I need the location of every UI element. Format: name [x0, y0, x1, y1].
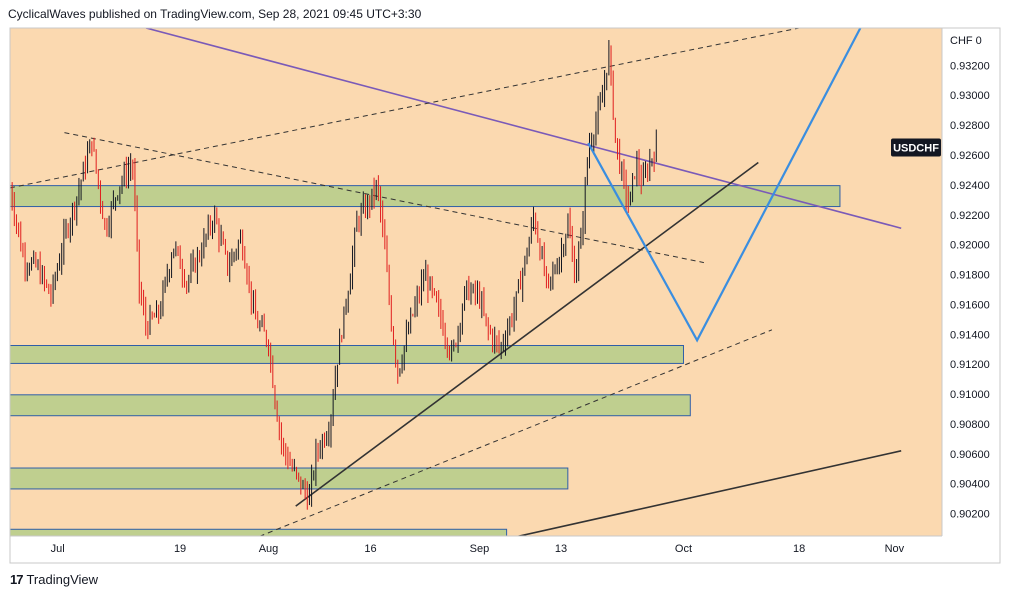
price-tick-11: 0.91200	[950, 359, 990, 371]
price-tick-15: 0.90400	[950, 479, 990, 491]
projection-path	[587, 28, 862, 343]
tradingview-footer[interactable]: 17 TradingView	[10, 572, 98, 587]
symbol-badge-label: USDCHF	[893, 143, 939, 155]
price-tick-13: 0.90800	[950, 419, 990, 431]
zone-3	[10, 394, 691, 417]
symbol-badge-bg	[891, 138, 941, 157]
price-tick-2: 0.93000	[950, 90, 990, 102]
zone-4	[10, 467, 569, 490]
date-tick-2: 19	[174, 543, 186, 555]
trendline-1	[145, 28, 902, 229]
date-tick-4: 16	[364, 543, 376, 555]
currency-label: CHF 0	[950, 35, 982, 47]
chart-frame	[9, 27, 1001, 564]
symbol-badge: USDCHF	[891, 138, 941, 157]
tradingview-brand: TradingView	[26, 572, 99, 587]
price-tick-6: 0.92200	[950, 210, 990, 222]
date-tick-6: 13	[555, 543, 567, 555]
price-tick-4: 0.92600	[950, 150, 990, 162]
date-tick-9: Nov	[885, 543, 905, 555]
price-tick-5: 0.92400	[950, 180, 990, 192]
price-axis[interactable]: CHF 0 0.93200 0.93000 0.92800 0.92600 0.92400…	[950, 35, 990, 521]
price-candles	[10, 40, 657, 510]
price-tick-7: 0.92000	[950, 240, 990, 252]
publish-header: CyclicalWaves published on TradingView.c…	[8, 7, 422, 21]
zone-2	[10, 345, 684, 364]
price-tick-14: 0.90600	[950, 449, 990, 461]
trendline-3	[10, 28, 800, 189]
price-tick-8: 0.91800	[950, 270, 990, 282]
trendlines	[10, 28, 902, 536]
date-tick-3: Aug	[259, 543, 279, 555]
tradingview-logo-icon: 17	[10, 572, 24, 587]
price-tick-9: 0.91600	[950, 299, 990, 311]
date-tick-8: 18	[793, 543, 805, 555]
price-tick-1: 0.93200	[950, 60, 990, 72]
price-tick-16: 0.90200	[950, 509, 990, 521]
projection-line	[587, 28, 862, 343]
trendline-2	[295, 161, 759, 507]
time-axis[interactable]: Jul 19 Aug 16 Sep 13 Oct 18 Nov	[51, 543, 905, 555]
date-tick-5: Sep	[470, 543, 490, 555]
price-tick-3: 0.92800	[950, 120, 990, 132]
zone-5	[10, 528, 508, 536]
trendline-5	[259, 329, 773, 536]
trendline-6	[515, 450, 902, 536]
date-tick-7: Oct	[675, 543, 692, 555]
support-resistance-zones	[10, 185, 841, 536]
date-tick-1: Jul	[51, 543, 65, 555]
chart-plot-area	[10, 28, 942, 536]
price-tick-12: 0.91000	[950, 389, 990, 401]
price-tick-10: 0.91400	[950, 329, 990, 341]
trendline-4	[64, 132, 704, 264]
